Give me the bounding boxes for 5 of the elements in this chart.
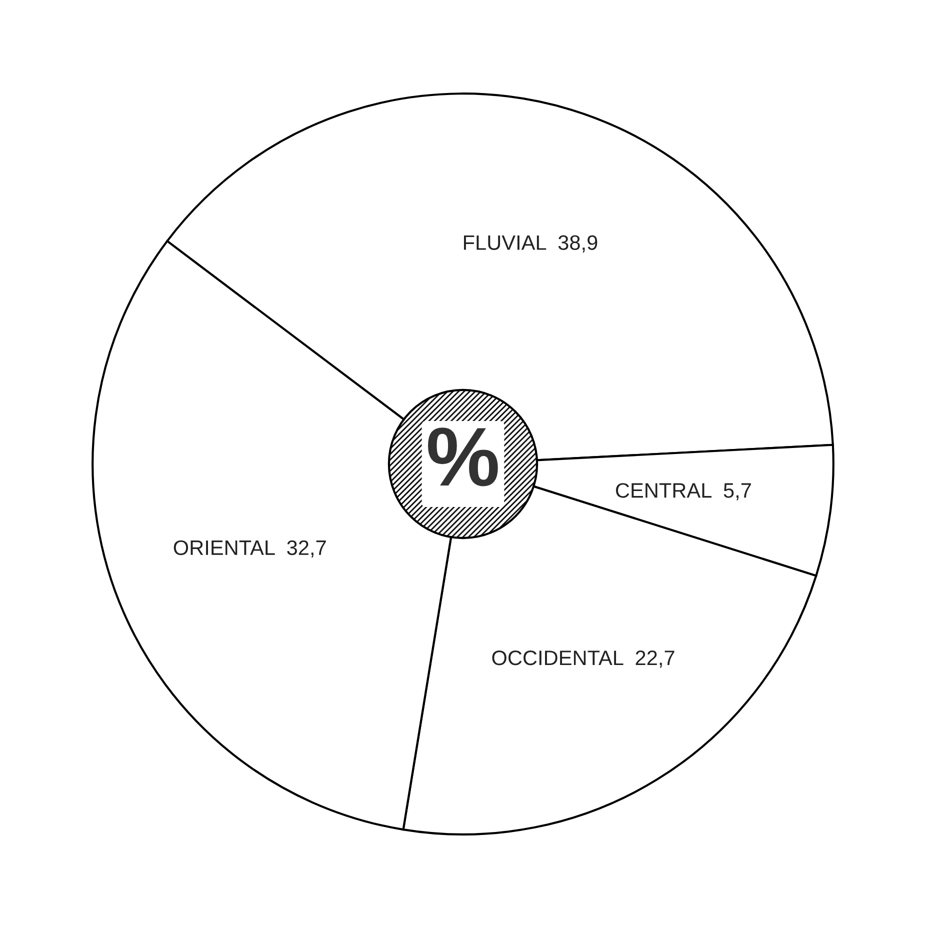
slice-label: FLUVIAL 38,9: [464, 235, 598, 252]
slice-label: OCCIDENTAL 22,7: [492, 650, 674, 668]
slice-label: CENTRAL 5,7: [616, 483, 751, 500]
slice-label: ORIENTAL 32,7: [174, 540, 326, 558]
text: %: [428, 428, 498, 486]
